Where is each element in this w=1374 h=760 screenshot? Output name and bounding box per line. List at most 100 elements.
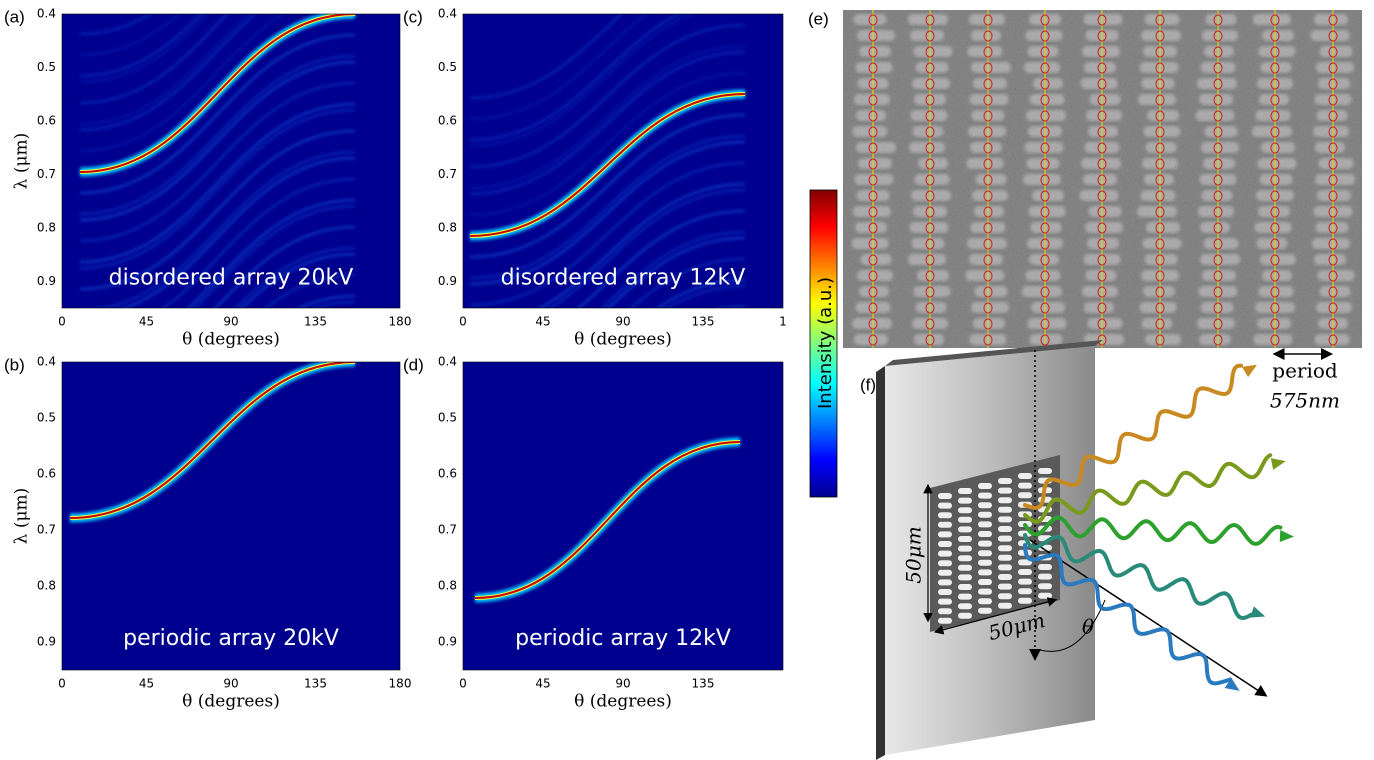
y-tick-label: 0.9 [37,635,56,649]
sem-image [843,10,1362,348]
pillar [998,526,1012,532]
y-tick-label: 0.9 [438,635,457,649]
x-tick-label: 135 [304,315,327,329]
panel-label: (c) [403,7,423,26]
pillar [938,503,952,509]
wave-head [1271,455,1287,470]
pillar [938,522,952,528]
y-tick-label: 0.9 [37,274,56,288]
pillar [938,589,952,595]
x-tick-label: 0 [58,315,66,329]
pillar [938,551,952,557]
angle-label: θ [1082,615,1094,639]
x-tick-label: 135 [692,315,715,329]
x-axis-label: θ (degrees) [182,330,280,350]
pillar [998,555,1012,561]
x-tick-label: 180 [389,315,412,329]
pillar [998,536,1012,542]
pillar [938,531,952,537]
wave-head [1250,606,1267,622]
pillar [958,526,972,532]
y-tick-label: 0.8 [37,579,56,593]
x-tick-label: 45 [535,677,550,691]
pillar [958,536,972,542]
pillar [938,608,952,614]
pillar [1018,579,1032,585]
pillar [958,574,972,580]
pillar [938,570,952,576]
x-tick-label: 0 [459,315,467,329]
y-tick-label: 0.4 [37,355,56,369]
heatmap-panel: 0.40.50.60.70.80.904590135180θ (degrees)… [4,355,411,712]
pillar [958,488,972,494]
pillar [938,541,952,547]
pillar [938,560,952,566]
pillar [1038,564,1052,570]
panel-annotation: disordered array 20kV [109,266,354,291]
pillar [958,555,972,561]
x-tick-label: 90 [615,677,630,691]
panel-label: (d) [403,355,424,374]
period-value: 575nm [1270,389,1340,413]
y-tick-label: 0.6 [37,113,56,127]
pillar [958,584,972,590]
pillar [978,569,992,575]
pillar [998,497,1012,503]
pillar [958,546,972,552]
y-axis-label: λ (μm) [12,133,32,190]
pillar [998,516,1012,522]
pillar [978,608,992,614]
x-tick-label: 90 [223,677,238,691]
heatmaps: 0.40.50.60.70.80.904590135180θ (degrees)… [4,0,787,712]
x-tick-label: 45 [535,315,550,329]
x-tick-label: 0 [459,677,467,691]
pillar [998,564,1012,570]
x-axis-label: θ (degrees) [574,330,672,350]
pillar [1018,598,1032,604]
y-tick-label: 0.7 [37,523,56,537]
pillar [998,478,1012,484]
height-label: 50μm [902,526,926,583]
y-tick-label: 0.4 [37,7,56,21]
y-tick-label: 0.9 [438,274,457,288]
pillar [1038,574,1052,580]
pillar [958,517,972,523]
pillar [1038,593,1052,599]
pillar [998,584,1012,590]
pillar [978,493,992,499]
panel-label: (e) [808,9,829,28]
pillar [1018,569,1032,575]
y-tick-label: 0.6 [37,467,56,481]
x-tick-label: 0 [58,677,66,691]
pillar [978,589,992,595]
y-tick-label: 0.8 [438,579,457,593]
x-tick-label: 90 [615,315,630,329]
pillar [958,565,972,571]
x-tick-label: 180 [389,677,412,691]
pillar [978,560,992,566]
pillar [1018,492,1032,498]
pillar [998,603,1012,609]
pillar [978,502,992,508]
period-label: period [1272,359,1338,383]
x-tick-label: 45 [139,315,154,329]
wave-head [1242,360,1260,378]
pillar [998,574,1012,580]
wave-head [1280,530,1295,543]
pillar [958,613,972,619]
pillar [978,483,992,489]
pillar [978,521,992,527]
pillar [998,593,1012,599]
pillar [958,507,972,513]
y-tick-label: 0.7 [37,167,56,181]
pillar [938,512,952,518]
y-tick-label: 0.7 [438,523,457,537]
panel-annotation: periodic array 20kV [123,626,339,651]
x-axis-label: θ (degrees) [182,692,280,712]
pillar [1018,473,1032,479]
pillar [978,531,992,537]
x-tick-label: 1 [779,315,787,329]
pillar [1018,483,1032,489]
pillar [938,493,952,499]
x-tick-label: 135 [692,677,715,691]
